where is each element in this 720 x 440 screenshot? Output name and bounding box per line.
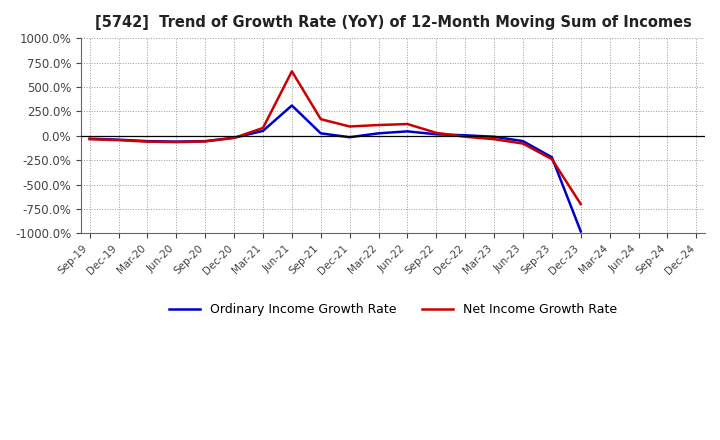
Net Income Growth Rate <box>461 134 469 139</box>
Line: Ordinary Income Growth Rate: Ordinary Income Growth Rate <box>89 106 581 231</box>
Ordinary Income Growth Rate <box>577 229 585 234</box>
Line: Net Income Growth Rate: Net Income Growth Rate <box>89 71 581 204</box>
Ordinary Income Growth Rate <box>403 129 412 134</box>
Ordinary Income Growth Rate <box>230 135 238 140</box>
Net Income Growth Rate <box>258 125 267 131</box>
Ordinary Income Growth Rate <box>374 131 383 136</box>
Title: [5742]  Trend of Growth Rate (YoY) of 12-Month Moving Sum of Incomes: [5742] Trend of Growth Rate (YoY) of 12-… <box>94 15 691 30</box>
Net Income Growth Rate <box>230 135 238 140</box>
Net Income Growth Rate <box>374 122 383 128</box>
Ordinary Income Growth Rate <box>143 139 152 144</box>
Net Income Growth Rate <box>143 139 152 144</box>
Net Income Growth Rate <box>490 136 498 142</box>
Ordinary Income Growth Rate <box>317 131 325 136</box>
Ordinary Income Growth Rate <box>172 139 181 144</box>
Net Income Growth Rate <box>201 139 210 144</box>
Net Income Growth Rate <box>346 124 354 129</box>
Net Income Growth Rate <box>85 136 94 142</box>
Net Income Growth Rate <box>403 121 412 127</box>
Ordinary Income Growth Rate <box>461 132 469 138</box>
Ordinary Income Growth Rate <box>258 128 267 133</box>
Ordinary Income Growth Rate <box>490 134 498 139</box>
Net Income Growth Rate <box>432 130 441 136</box>
Ordinary Income Growth Rate <box>346 135 354 140</box>
Ordinary Income Growth Rate <box>85 136 94 141</box>
Net Income Growth Rate <box>548 157 557 162</box>
Net Income Growth Rate <box>287 69 296 74</box>
Ordinary Income Growth Rate <box>548 154 557 160</box>
Ordinary Income Growth Rate <box>114 137 123 142</box>
Legend: Ordinary Income Growth Rate, Net Income Growth Rate: Ordinary Income Growth Rate, Net Income … <box>164 298 622 321</box>
Net Income Growth Rate <box>114 138 123 143</box>
Ordinary Income Growth Rate <box>518 139 527 144</box>
Ordinary Income Growth Rate <box>201 139 210 144</box>
Net Income Growth Rate <box>172 139 181 145</box>
Ordinary Income Growth Rate <box>287 103 296 108</box>
Net Income Growth Rate <box>317 117 325 122</box>
Ordinary Income Growth Rate <box>432 132 441 137</box>
Net Income Growth Rate <box>518 141 527 146</box>
Net Income Growth Rate <box>577 202 585 207</box>
